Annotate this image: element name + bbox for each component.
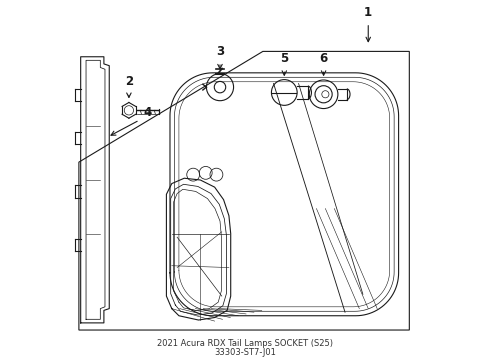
Text: 2021 Acura RDX Tail Lamps SOCKET (S25): 2021 Acura RDX Tail Lamps SOCKET (S25) bbox=[157, 339, 333, 348]
Text: 33303-ST7-J01: 33303-ST7-J01 bbox=[214, 348, 276, 357]
Text: 5: 5 bbox=[280, 52, 289, 65]
Text: 3: 3 bbox=[216, 45, 224, 58]
Text: 2: 2 bbox=[125, 75, 133, 88]
Text: 1: 1 bbox=[364, 5, 372, 18]
Text: 6: 6 bbox=[319, 52, 328, 65]
Text: 4: 4 bbox=[143, 105, 151, 118]
